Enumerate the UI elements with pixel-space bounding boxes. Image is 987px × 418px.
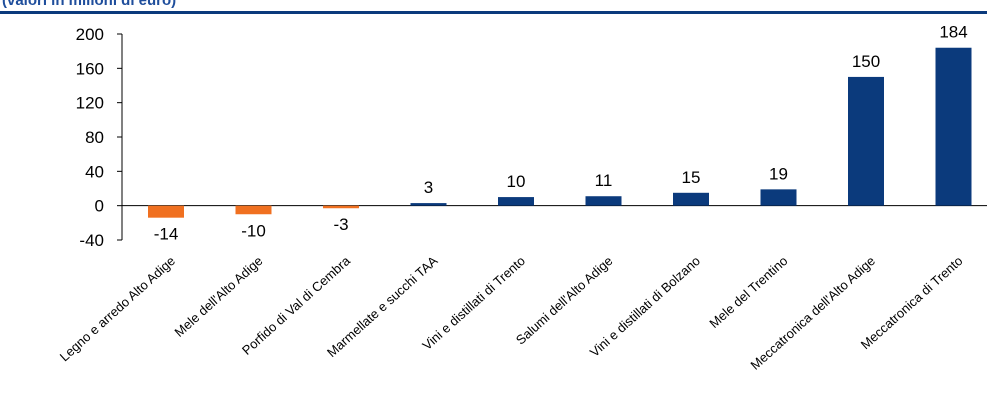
title-rule <box>0 11 987 14</box>
y-tick-label-6: 200 <box>76 25 104 44</box>
y-tick-label-5: 160 <box>76 59 104 78</box>
category-label-9: Meccatronica di Trento <box>858 253 966 352</box>
data-label-1: -10 <box>241 221 266 240</box>
data-label-8: 150 <box>852 52 880 71</box>
data-label-9: 184 <box>939 23 967 42</box>
bar-7 <box>760 189 797 206</box>
bar-5 <box>585 196 622 206</box>
category-label-1: Mele dell'Alto Adige <box>171 253 265 340</box>
y-tick-label-3: 80 <box>85 128 104 147</box>
bar-3 <box>410 203 447 206</box>
data-label-0: -14 <box>154 225 179 244</box>
data-label-7: 19 <box>769 164 788 183</box>
title-bar: (valori in milioni di euro) <box>0 0 987 14</box>
category-label-5: Salumi dell'Alto Adige <box>513 253 616 348</box>
category-label-0: Legno e arredo Alto Adige <box>57 253 178 364</box>
y-tick-label-0: -40 <box>79 231 104 250</box>
data-label-5: 11 <box>595 171 613 190</box>
y-tick-label-1: 0 <box>95 197 104 216</box>
bar-6 <box>673 192 709 206</box>
y-tick-label-2: 40 <box>85 162 104 181</box>
chart-subtitle: (valori in milioni di euro) <box>2 0 177 9</box>
data-label-6: 15 <box>682 168 701 187</box>
bar-9 <box>935 47 972 206</box>
bar-1 <box>235 205 272 215</box>
bar-8 <box>848 76 884 206</box>
y-tick-label-4: 120 <box>76 94 104 113</box>
data-label-2: -3 <box>333 215 348 234</box>
bar-4 <box>498 197 534 206</box>
bar-2 <box>323 205 359 209</box>
data-label-3: 3 <box>424 178 433 197</box>
category-label-7: Mele del Trentino <box>706 253 790 331</box>
data-label-4: 10 <box>507 172 526 191</box>
bar-0 <box>148 205 184 218</box>
